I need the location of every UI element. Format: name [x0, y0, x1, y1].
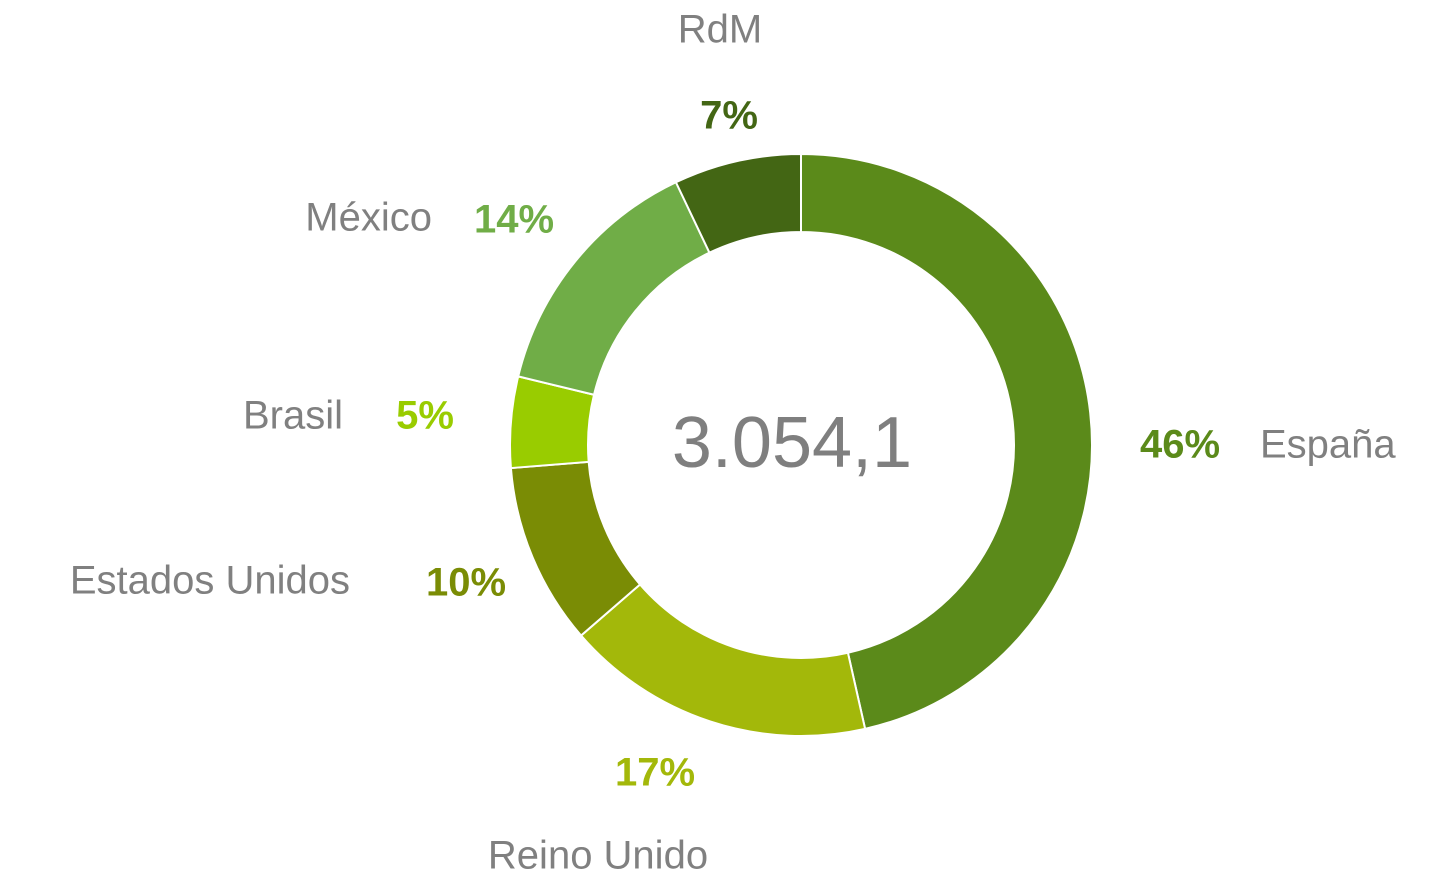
value-label: 10% [426, 561, 506, 605]
category-label: México [305, 196, 432, 240]
category-label: Reino Unido [488, 834, 708, 878]
category-label: España [1260, 423, 1396, 467]
category-label: Brasil [243, 394, 343, 438]
value-label: 5% [396, 394, 454, 438]
value-label: 14% [474, 198, 554, 242]
value-label: 46% [1140, 423, 1220, 467]
category-label: Estados Unidos [70, 559, 350, 603]
donut-slice [579, 583, 867, 737]
donut-slice [674, 152, 802, 255]
value-label: 7% [700, 94, 758, 138]
center-total: 3.054,1 [672, 403, 912, 483]
donut-slice [800, 152, 1093, 731]
category-label: RdM [678, 8, 762, 52]
value-label: 17% [615, 751, 695, 795]
